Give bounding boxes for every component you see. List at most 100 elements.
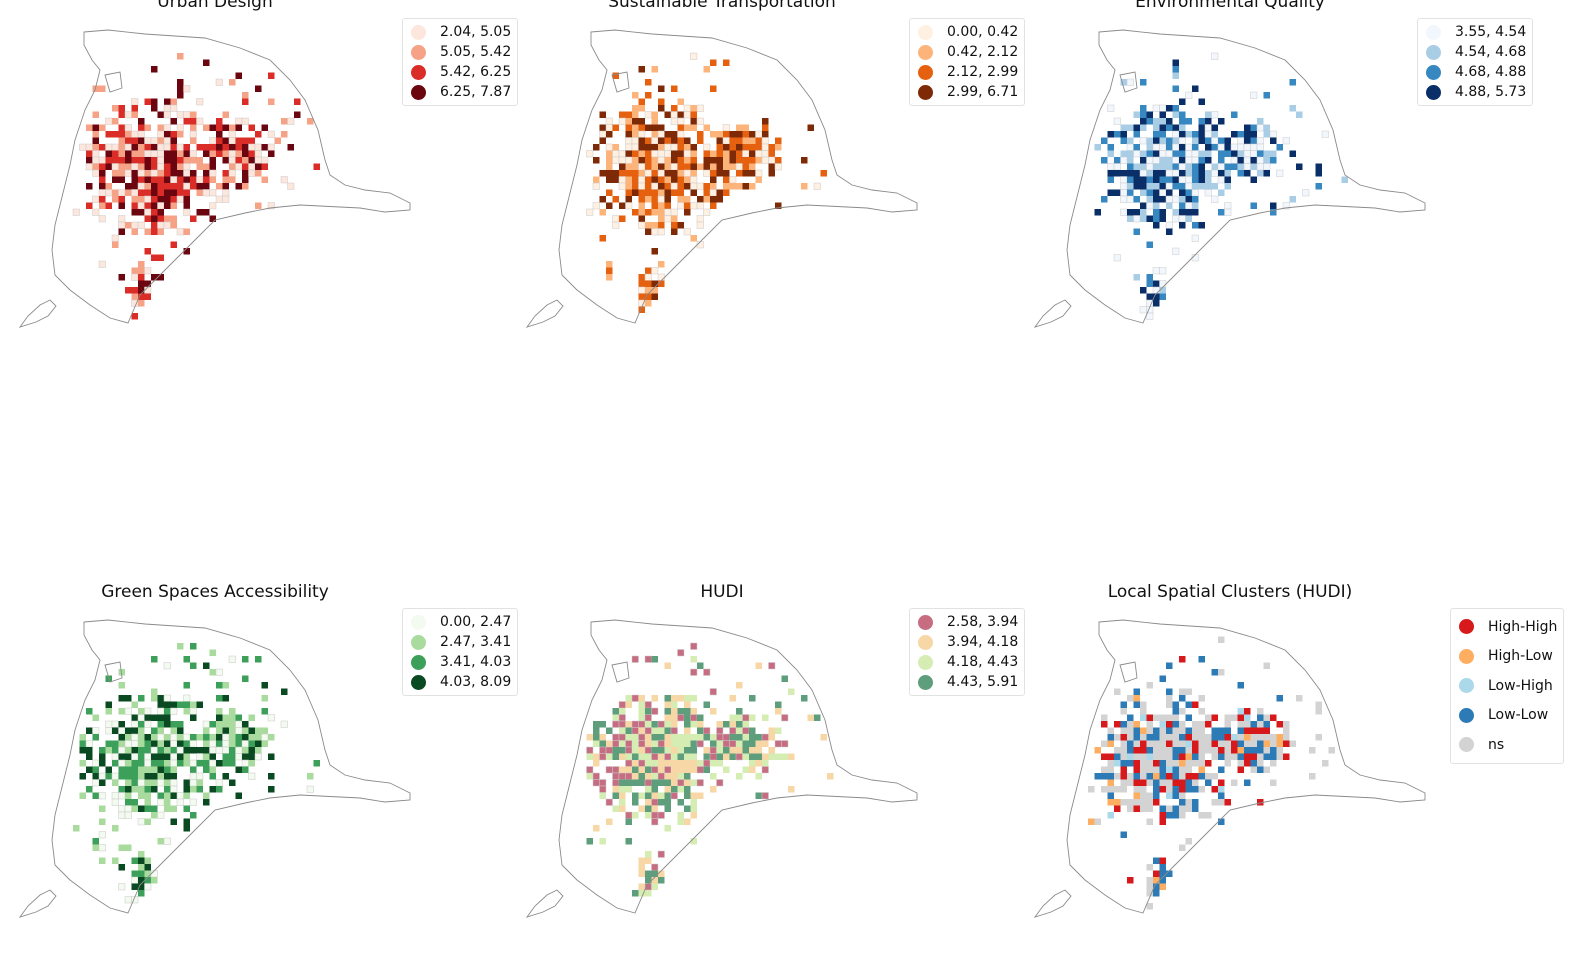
grid-cell — [1179, 805, 1186, 812]
grid-cell — [1263, 662, 1270, 669]
grid-cell — [1198, 695, 1205, 702]
grid-cell — [1185, 156, 1193, 164]
grid-cell — [1244, 714, 1251, 721]
grid-cell — [619, 786, 626, 793]
grid-cell — [1172, 209, 1179, 216]
grid-cell — [131, 857, 138, 864]
grid-cell — [190, 124, 197, 131]
grid-cell — [261, 176, 268, 183]
grid-cell — [1179, 799, 1186, 806]
grid-cell — [729, 714, 736, 721]
grid-cell — [111, 163, 119, 171]
grid-cell — [788, 786, 795, 793]
grid-cell — [242, 183, 249, 190]
grid-cell — [1211, 740, 1218, 747]
grid-cell — [196, 157, 203, 164]
grid-cell — [235, 117, 243, 125]
grid-cell — [742, 766, 749, 773]
grid-cell — [118, 669, 125, 676]
grid-cell — [723, 176, 730, 183]
grid-cell — [183, 157, 190, 164]
grid-cell — [203, 662, 210, 669]
island-outline — [1033, 889, 1072, 918]
grid-cell — [1198, 176, 1205, 183]
grid-cell — [1289, 150, 1296, 157]
grid-cell — [170, 183, 177, 190]
grid-cell — [1205, 747, 1212, 754]
grid-cell — [151, 877, 158, 884]
grid-cell — [235, 753, 243, 761]
grid-cell — [98, 831, 106, 839]
grid-cell — [118, 215, 126, 223]
grid-cell — [105, 117, 113, 125]
legend-item: Low-Low — [1459, 701, 1557, 731]
grid-cell — [112, 740, 119, 747]
grid-cell — [606, 170, 613, 177]
grid-cell — [1231, 734, 1238, 741]
grid-cell — [1146, 156, 1154, 164]
grid-cell — [677, 183, 684, 190]
grid-cell — [261, 163, 268, 170]
grid-cell — [138, 144, 145, 151]
grid-cell — [1179, 144, 1186, 151]
grid-cell — [1127, 740, 1134, 747]
inner-boundary — [1119, 71, 1138, 93]
grid-cell — [651, 811, 659, 819]
grid-cell — [112, 131, 119, 138]
grid-cell — [105, 143, 113, 151]
grid-cell — [1244, 170, 1251, 177]
grid-cell — [151, 740, 158, 747]
grid-cell — [606, 753, 613, 760]
grid-cell — [92, 759, 100, 767]
grid-cell — [1172, 169, 1180, 177]
grid-cell — [177, 183, 184, 190]
grid-cell — [664, 708, 671, 715]
grid-cell — [638, 727, 645, 734]
grid-cell — [242, 163, 249, 170]
grid-cell — [203, 734, 210, 741]
grid-cell — [658, 176, 665, 183]
grid-cell — [742, 727, 750, 735]
grid-cell — [1179, 196, 1186, 203]
legend-swatch — [918, 84, 933, 100]
grid-cell — [1192, 727, 1199, 734]
grid-cell — [612, 720, 620, 728]
grid-cell — [73, 825, 80, 832]
grid-cell — [606, 274, 613, 281]
grid-cell — [677, 202, 685, 210]
grid-cell — [1270, 747, 1277, 754]
grid-cell — [229, 163, 236, 170]
grid-cell — [144, 293, 151, 300]
grid-cell — [1185, 91, 1193, 99]
choropleth-map — [525, 619, 918, 918]
map-legend: 2.58, 3.94 3.94, 4.18 4.18, 4.43 4.43, 5.91 — [909, 608, 1026, 696]
grid-cell — [690, 714, 698, 722]
grid-cell — [684, 805, 691, 812]
grid-cell — [216, 760, 223, 767]
grid-cell — [1328, 747, 1335, 754]
grid-cell — [1172, 734, 1179, 741]
grid-cell — [1179, 189, 1186, 196]
grid-cell — [1172, 143, 1180, 151]
grid-cell — [157, 209, 164, 216]
grid-cell — [1166, 118, 1173, 125]
grid-cell — [606, 163, 613, 170]
grid-cell — [664, 662, 671, 669]
grid-cell — [196, 117, 204, 125]
grid-cell — [736, 682, 743, 689]
grid-cell — [190, 662, 197, 669]
grid-cell — [645, 721, 652, 728]
grid-cell — [1243, 156, 1251, 164]
grid-cell — [632, 812, 639, 819]
grid-cell — [307, 118, 314, 125]
grid-cell — [92, 766, 99, 773]
grid-cell — [242, 157, 249, 164]
grid-cell — [216, 740, 223, 747]
grid-cell — [722, 137, 730, 145]
grid-cell — [118, 105, 125, 112]
grid-cell — [1276, 144, 1283, 151]
grid-cell — [1289, 79, 1296, 86]
grid-cell — [1159, 740, 1166, 747]
grid-cell — [138, 293, 145, 300]
grid-cell — [1231, 714, 1238, 721]
